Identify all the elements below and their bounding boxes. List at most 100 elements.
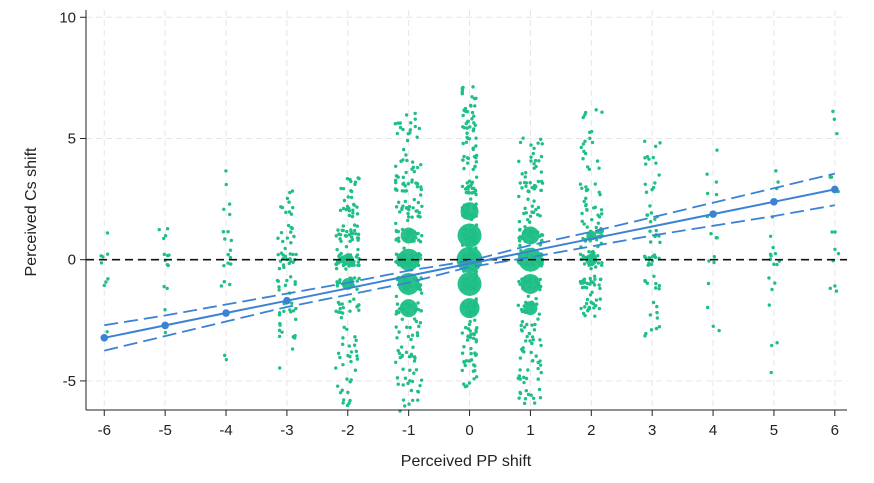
data-point <box>355 354 359 358</box>
data-point <box>416 398 420 402</box>
x-tick-label: 4 <box>709 422 717 439</box>
data-point <box>410 333 415 337</box>
data-point <box>655 316 660 320</box>
data-point <box>406 218 410 223</box>
data-point <box>534 354 538 358</box>
data-point <box>461 125 465 129</box>
data-point <box>400 317 405 322</box>
data-point <box>412 197 417 202</box>
data-point <box>473 104 477 108</box>
data-point <box>470 191 474 195</box>
data-point <box>830 230 834 234</box>
data-point <box>539 188 544 193</box>
data-point <box>524 171 528 175</box>
data-point <box>356 236 361 240</box>
data-point <box>516 303 520 308</box>
data-point <box>223 237 227 241</box>
data-point <box>341 186 346 191</box>
data-point <box>536 141 540 145</box>
data-point <box>705 172 709 176</box>
data-point <box>162 284 166 289</box>
data-point <box>712 255 717 259</box>
data-point <box>468 359 472 363</box>
data-point <box>347 344 351 348</box>
data-point <box>412 371 416 375</box>
data-point <box>581 311 586 316</box>
data-point <box>414 319 419 324</box>
data-point <box>651 254 655 259</box>
bubble-point <box>520 273 541 294</box>
data-point <box>532 328 537 332</box>
data-point <box>354 349 359 354</box>
data-point <box>833 230 837 234</box>
data-point <box>338 278 342 282</box>
data-point <box>352 263 356 267</box>
data-point <box>338 306 342 311</box>
data-point <box>472 127 476 131</box>
data-point <box>646 263 650 267</box>
data-point <box>597 166 601 170</box>
data-point <box>471 85 475 89</box>
data-point <box>412 359 417 363</box>
data-point <box>657 284 662 288</box>
data-point <box>226 261 230 265</box>
data-point <box>226 230 230 234</box>
data-point <box>649 211 654 215</box>
data-point <box>462 166 466 171</box>
data-point <box>518 390 522 395</box>
data-point <box>393 121 398 126</box>
data-point <box>644 162 648 166</box>
data-point <box>473 318 477 322</box>
data-point <box>105 330 109 334</box>
data-point <box>228 248 233 252</box>
data-point <box>416 390 421 394</box>
data-point <box>470 110 475 115</box>
data-point <box>283 254 288 259</box>
data-point <box>341 401 345 405</box>
data-point <box>289 212 294 216</box>
data-point <box>769 343 774 348</box>
data-point <box>281 239 285 244</box>
data-point <box>473 368 477 373</box>
data-point <box>775 262 779 267</box>
data-point <box>349 228 353 232</box>
data-point <box>836 251 841 256</box>
data-point <box>398 125 403 130</box>
y-tick-label: 10 <box>59 9 76 26</box>
data-point <box>588 276 592 281</box>
data-point <box>517 219 522 224</box>
data-point <box>775 341 779 345</box>
data-point <box>279 230 284 235</box>
data-point <box>539 233 544 237</box>
data-point <box>277 266 282 271</box>
data-point <box>463 109 468 113</box>
data-point <box>415 135 419 139</box>
data-point <box>401 398 406 402</box>
data-point <box>407 402 411 406</box>
data-point <box>351 211 355 215</box>
fit-marker <box>222 309 230 317</box>
data-point <box>463 325 468 330</box>
data-point <box>294 317 298 322</box>
data-point <box>596 253 600 258</box>
data-point <box>526 294 531 298</box>
data-point <box>594 304 598 308</box>
data-point <box>584 202 588 207</box>
data-point <box>588 130 592 135</box>
data-point <box>409 337 413 342</box>
data-point <box>228 255 233 260</box>
data-point <box>341 263 346 268</box>
data-point <box>518 356 523 360</box>
data-point <box>773 281 777 285</box>
data-point <box>583 305 587 309</box>
data-point <box>539 137 543 142</box>
data-point <box>345 204 350 209</box>
data-point <box>707 259 711 263</box>
x-tick-label: 0 <box>465 422 473 439</box>
data-point <box>463 106 468 111</box>
data-point <box>412 169 417 174</box>
data-point <box>538 338 542 342</box>
data-point <box>293 282 297 286</box>
data-point <box>412 355 417 359</box>
data-point <box>105 252 110 256</box>
